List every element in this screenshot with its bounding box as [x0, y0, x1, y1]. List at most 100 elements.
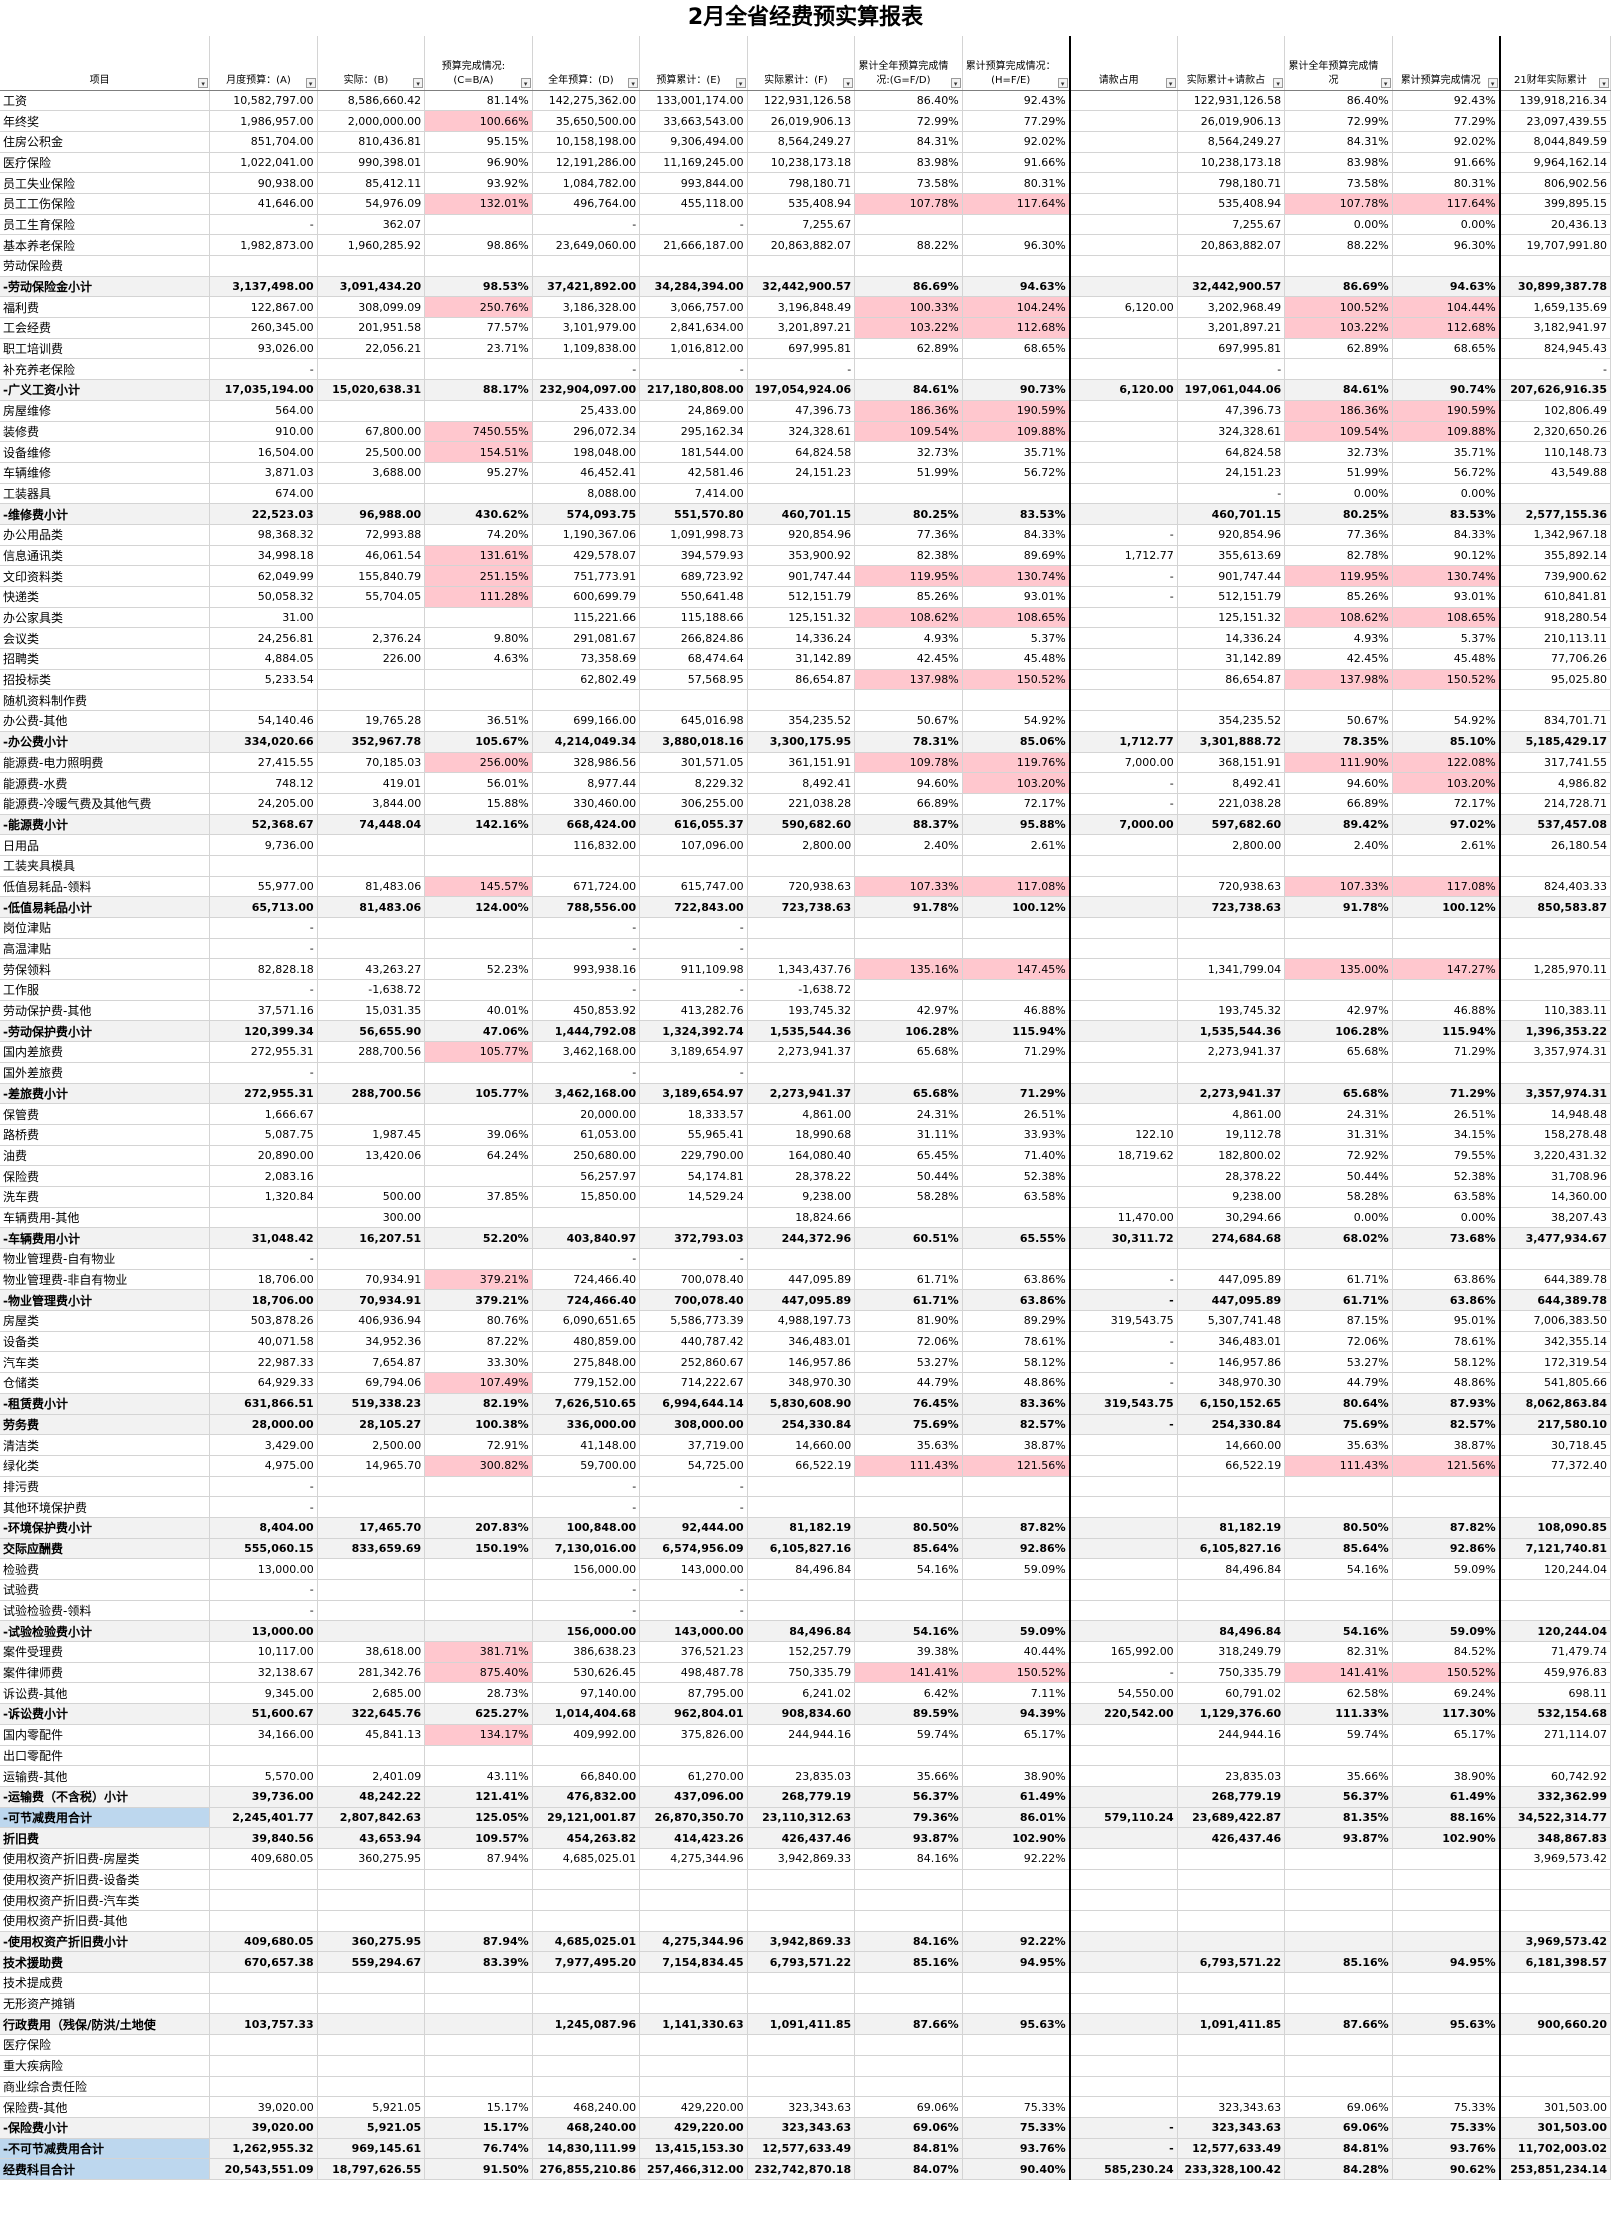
filter-dropdown-icon[interactable]: ▾	[198, 77, 209, 88]
row-label-cell[interactable]: 排污费	[0, 1476, 211, 1498]
value-cell[interactable]: 47.06%	[424, 1020, 533, 1043]
value-cell[interactable]: 92.86%	[1392, 1537, 1501, 1560]
value-cell[interactable]: 73,358.69	[532, 648, 641, 670]
value-cell[interactable]: 87.66%	[1284, 2013, 1393, 2036]
value-cell[interactable]: 44.79%	[854, 1372, 963, 1394]
value-cell[interactable]: 722,843.00	[639, 896, 748, 918]
value-cell[interactable]: 1,341,799.04	[1177, 958, 1286, 981]
value-cell[interactable]: 1,324,392.74	[639, 1020, 748, 1043]
value-cell[interactable]: 668,424.00	[532, 813, 641, 836]
value-cell[interactable]	[1284, 917, 1393, 939]
value-cell[interactable]	[854, 255, 963, 277]
value-cell[interactable]	[1069, 979, 1178, 1001]
value-cell[interactable]	[209, 1207, 318, 1229]
value-cell[interactable]	[1499, 2034, 1611, 2056]
value-cell[interactable]: -	[532, 358, 641, 381]
value-cell[interactable]: 107.49%	[424, 1372, 533, 1394]
value-cell[interactable]: 11,169,245.00	[639, 152, 748, 174]
value-cell[interactable]: 63.86%	[1392, 1269, 1501, 1291]
value-cell[interactable]: 18,333.57	[639, 1103, 748, 1125]
value-cell[interactable]: 217,180,808.00	[639, 379, 748, 401]
value-cell[interactable]	[1069, 1248, 1178, 1270]
value-cell[interactable]: 104.24%	[962, 296, 1071, 319]
value-cell[interactable]: 108.62%	[1284, 607, 1393, 629]
row-label-cell[interactable]: 无形资产摊销	[0, 1993, 211, 2015]
column-header[interactable]: 全年预算：(D) ▾	[532, 36, 641, 91]
value-cell[interactable]	[747, 1889, 856, 1911]
value-cell[interactable]	[1392, 1930, 1501, 1953]
value-cell[interactable]	[1069, 1537, 1178, 1560]
value-cell[interactable]	[1069, 1579, 1178, 1601]
value-cell[interactable]: 97,140.00	[532, 1682, 641, 1705]
value-cell[interactable]: 3,462,168.00	[532, 1041, 641, 1063]
value-cell[interactable]: 503,878.26	[209, 1310, 318, 1332]
value-cell[interactable]: 95.63%	[1392, 2013, 1501, 2036]
value-cell[interactable]: 92.02%	[962, 131, 1071, 153]
row-label-cell[interactable]: 使用权资产折旧费-房屋类	[0, 1848, 211, 1870]
row-label-cell[interactable]: 房屋类	[0, 1310, 211, 1332]
value-cell[interactable]: 19,765.28	[317, 710, 426, 732]
value-cell[interactable]	[962, 689, 1071, 712]
value-cell[interactable]	[1392, 979, 1501, 1001]
row-label-cell[interactable]: 能源费-水费	[0, 772, 211, 794]
value-cell[interactable]: 10,238,173.18	[747, 152, 856, 174]
value-cell[interactable]: 23,835.03	[747, 1765, 856, 1787]
value-cell[interactable]: 631,866.51	[209, 1392, 318, 1415]
value-cell[interactable]: 6.42%	[854, 1682, 963, 1705]
value-cell[interactable]	[1069, 1745, 1178, 1767]
value-cell[interactable]: 100.38%	[424, 1413, 533, 1436]
value-cell[interactable]: 77.29%	[1392, 110, 1501, 132]
value-cell[interactable]: 806,902.56	[1499, 172, 1611, 194]
value-cell[interactable]: 429,220.00	[639, 2096, 748, 2118]
value-cell[interactable]: 150.52%	[1392, 669, 1501, 691]
value-cell[interactable]: 117.30%	[1392, 1703, 1501, 1725]
row-label-cell[interactable]: 福利费	[0, 296, 211, 319]
value-cell[interactable]: 61.71%	[1284, 1269, 1393, 1291]
value-cell[interactable]: 54.16%	[1284, 1620, 1393, 1643]
value-cell[interactable]: 91.66%	[1392, 152, 1501, 174]
value-cell[interactable]: 26,019,906.13	[747, 110, 856, 132]
value-cell[interactable]: 141.41%	[854, 1662, 963, 1684]
value-cell[interactable]	[1284, 1476, 1393, 1498]
value-cell[interactable]: 2.61%	[1392, 834, 1501, 856]
value-cell[interactable]: 77.29%	[962, 110, 1071, 132]
value-cell[interactable]: 56.01%	[424, 772, 533, 794]
value-cell[interactable]: 31.11%	[854, 1124, 963, 1146]
value-cell[interactable]: 300.82%	[424, 1455, 533, 1477]
value-cell[interactable]: 21,666,187.00	[639, 234, 748, 256]
value-cell[interactable]: 94.60%	[1284, 772, 1393, 794]
value-cell[interactable]: 91.78%	[1284, 896, 1393, 918]
value-cell[interactable]: 87.82%	[1392, 1516, 1501, 1539]
value-cell[interactable]: 3,091,434.20	[317, 275, 426, 298]
value-cell[interactable]: 541,805.66	[1499, 1372, 1611, 1394]
value-cell[interactable]: 6,150,152.65	[1177, 1392, 1286, 1415]
value-cell[interactable]	[639, 1972, 748, 1994]
row-label-cell[interactable]: 路桥费	[0, 1124, 211, 1146]
value-cell[interactable]: 1,986,957.00	[209, 110, 318, 132]
value-cell[interactable]	[209, 2034, 318, 2056]
row-label-cell[interactable]: -保险费小计	[0, 2116, 211, 2139]
value-cell[interactable]: 111.28%	[424, 586, 533, 608]
value-cell[interactable]: 145.57%	[424, 876, 533, 898]
value-cell[interactable]: 28,378.22	[747, 1165, 856, 1187]
row-label-cell[interactable]: 洗车费	[0, 1186, 211, 1208]
value-cell[interactable]	[1069, 917, 1178, 939]
value-cell[interactable]: 532,154.68	[1499, 1703, 1611, 1725]
value-cell[interactable]: 18,719.62	[1069, 1145, 1178, 1167]
value-cell[interactable]	[532, 1972, 641, 1994]
value-cell[interactable]: 33.30%	[424, 1351, 533, 1374]
value-cell[interactable]	[1284, 358, 1393, 381]
value-cell[interactable]: 43.11%	[424, 1765, 533, 1787]
value-cell[interactable]: 4,986.82	[1499, 772, 1611, 794]
value-cell[interactable]: 85.64%	[854, 1537, 963, 1560]
value-cell[interactable]: 93.87%	[1284, 1827, 1393, 1849]
filter-dropdown-icon[interactable]: ▾	[305, 77, 316, 88]
value-cell[interactable]: 18,797,626.55	[317, 2158, 426, 2180]
value-cell[interactable]	[1069, 234, 1178, 256]
value-cell[interactable]: 6,793,571.22	[1177, 1951, 1286, 1974]
value-cell[interactable]: -	[209, 358, 318, 381]
value-cell[interactable]	[1499, 979, 1611, 1001]
value-cell[interactable]	[209, 255, 318, 277]
value-cell[interactable]: 6,105,827.16	[747, 1537, 856, 1560]
value-cell[interactable]: 10,238,173.18	[1177, 152, 1286, 174]
